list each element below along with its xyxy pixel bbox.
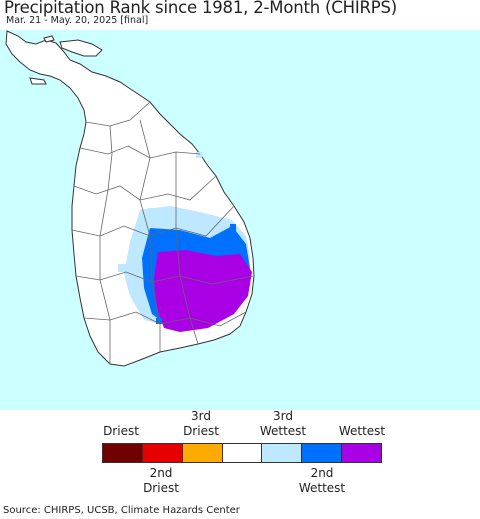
legend-label-driest: Driest xyxy=(103,424,139,438)
legend-swatch-2nd-driest xyxy=(142,444,183,462)
legend-label-3rd-wettest: 3rd Wettest xyxy=(259,409,307,438)
legend-label-2nd-driest: 2nd Driest xyxy=(143,466,179,495)
second-wettest-pixel xyxy=(230,224,236,232)
legend-swatch-driest xyxy=(103,444,143,462)
jaffna-peninsula xyxy=(59,39,103,57)
legend-swatch-3rd-driest xyxy=(182,444,223,462)
precipitation-rank-legend xyxy=(102,443,382,463)
date-range-subtitle: Mar. 21 - May. 20, 2025 [final] xyxy=(6,15,149,26)
wet-anomaly-area xyxy=(118,152,252,332)
district-boundaries xyxy=(71,101,254,364)
wettest-zone xyxy=(154,250,252,332)
precipitation-map xyxy=(0,30,480,410)
second-wettest-pixel xyxy=(156,318,162,324)
legend-swatch-3rd-wettest xyxy=(262,444,303,462)
source-credit: Source: CHIRPS, UCSB, Climate Hazards Ce… xyxy=(3,505,240,516)
small-island xyxy=(43,35,55,43)
wetter-than-normal-pixel xyxy=(196,152,202,158)
legend-label-wettest: Wettest xyxy=(338,424,386,438)
legend-swatch-2nd-wettest xyxy=(302,444,343,462)
mannar-island xyxy=(29,77,47,85)
legend-label-2nd-wettest: 2nd Wettest xyxy=(298,466,346,495)
legend-swatch-wettest xyxy=(342,444,382,462)
wetter-than-normal-pixel xyxy=(118,264,126,272)
page-title: Precipitation Rank since 1981, 2-Month (… xyxy=(4,0,398,17)
legend-swatch-normal xyxy=(222,444,263,462)
wetter-than-normal-pixel xyxy=(148,208,154,218)
legend-label-3rd-driest: 3rd Driest xyxy=(183,409,219,438)
